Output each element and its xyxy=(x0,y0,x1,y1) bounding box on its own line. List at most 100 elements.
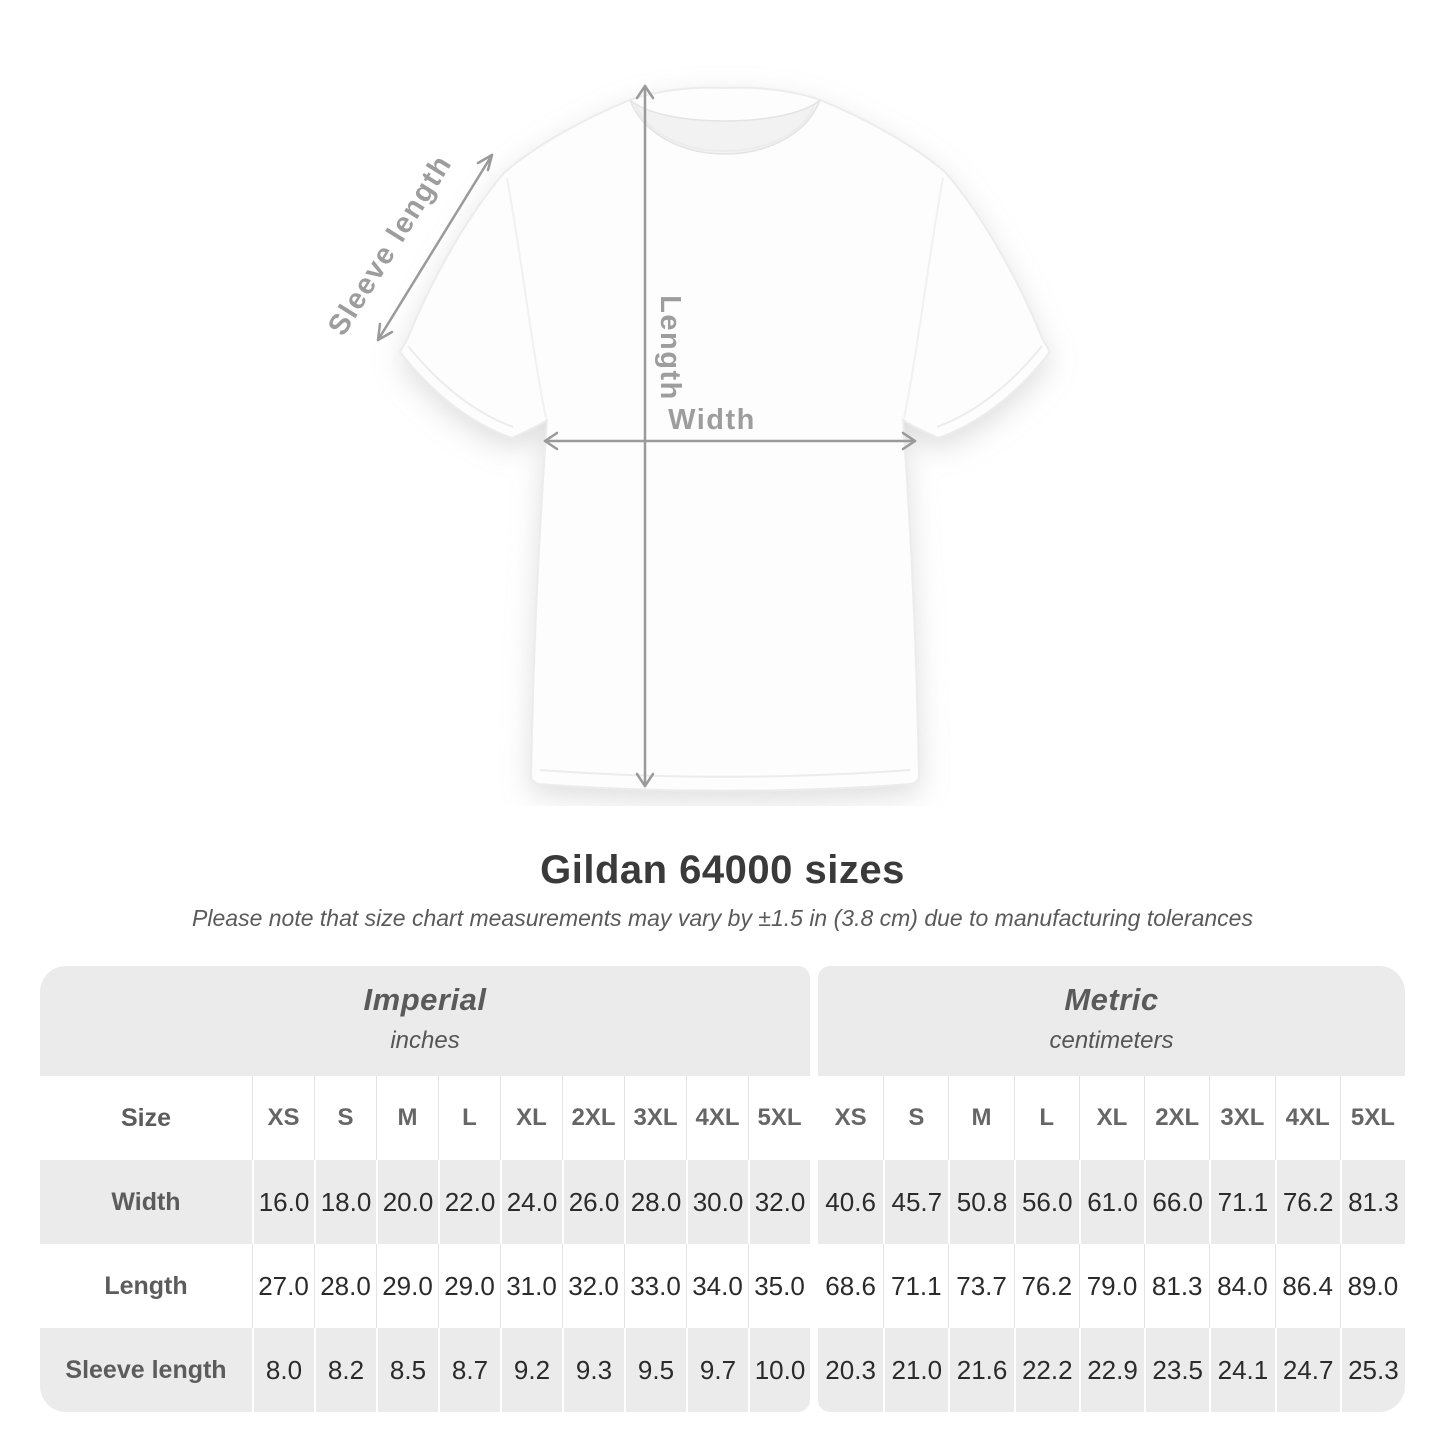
size-col-header: 4XL xyxy=(1274,1076,1340,1160)
metric-value: 50.8 xyxy=(948,1160,1014,1244)
size-col-header: XL xyxy=(500,1076,562,1160)
left-sleeve-hem-seam xyxy=(407,345,514,428)
imperial-group-header: Imperial inches xyxy=(40,966,810,1076)
imperial-value: 16.0 xyxy=(252,1160,314,1244)
imperial-value: 29.0 xyxy=(438,1244,500,1328)
size-col-header: XS xyxy=(818,1076,884,1160)
imperial-value: 8.2 xyxy=(314,1328,376,1412)
metric-value: 66.0 xyxy=(1144,1160,1210,1244)
width-label: Width xyxy=(668,404,756,436)
metric-value: 61.0 xyxy=(1078,1160,1145,1244)
length-arrow xyxy=(635,84,655,788)
metric-value: 79.0 xyxy=(1078,1244,1145,1328)
imperial-value: 9.7 xyxy=(686,1328,748,1412)
metric-value: 71.1 xyxy=(1209,1160,1275,1244)
right-armhole-seam xyxy=(903,177,944,419)
imperial-value: 31.0 xyxy=(500,1244,562,1328)
size-col-header: 4XL xyxy=(686,1076,748,1160)
size-col-header: S xyxy=(883,1076,949,1160)
metric-group-label: Metric xyxy=(1064,981,1159,1017)
row-label: Sleeve length xyxy=(40,1328,252,1412)
imperial-section: Imperial inches Size XS S M L XL 2XL 3XL 4XL 5XL W… xyxy=(40,966,810,1412)
sleeve-length-arrow xyxy=(376,153,494,342)
metric-value: 23.5 xyxy=(1144,1328,1210,1412)
imperial-value: 22.0 xyxy=(438,1160,500,1244)
metric-value: 84.0 xyxy=(1209,1244,1275,1328)
metric-value: 21.6 xyxy=(948,1328,1014,1412)
metric-value: 20.3 xyxy=(818,1328,884,1412)
metric-value: 76.2 xyxy=(1274,1160,1340,1244)
metric-unit-label: centimeters xyxy=(1049,1026,1174,1054)
imperial-value: 9.2 xyxy=(500,1328,562,1412)
size-col-header: XL xyxy=(1078,1076,1145,1160)
page-title: Gildan 64000 sizes xyxy=(540,848,905,892)
imperial-value: 32.0 xyxy=(748,1160,810,1244)
metric-value: 68.6 xyxy=(818,1244,884,1328)
imperial-value: 35.0 xyxy=(748,1244,810,1328)
imperial-value: 34.0 xyxy=(686,1244,748,1328)
metric-value: 22.9 xyxy=(1078,1328,1145,1412)
imperial-value: 9.5 xyxy=(624,1328,686,1412)
size-col-header: 2XL xyxy=(1144,1076,1210,1160)
size-col-header: L xyxy=(438,1076,500,1160)
imperial-value: 8.7 xyxy=(438,1328,500,1412)
imperial-value: 28.0 xyxy=(314,1244,376,1328)
imperial-grid: Size XS S M L XL 2XL 3XL 4XL 5XL Width 16.0 18.0 20.0… xyxy=(40,1076,810,1412)
imperial-value: 26.0 xyxy=(562,1160,624,1244)
row-label: Width xyxy=(40,1160,252,1244)
size-corner-label: Size xyxy=(40,1076,252,1160)
size-col-header: S xyxy=(314,1076,376,1160)
size-chart-table: Imperial inches Size XS S M L XL 2XL 3XL 4XL 5XL W… xyxy=(40,966,1405,1412)
imperial-value: 30.0 xyxy=(686,1160,748,1244)
size-col-header: 2XL xyxy=(562,1076,624,1160)
metric-value: 24.1 xyxy=(1209,1328,1275,1412)
imperial-unit-label: inches xyxy=(390,1026,460,1054)
size-col-header: 3XL xyxy=(624,1076,686,1160)
collar-seam xyxy=(635,105,815,152)
imperial-value: 32.0 xyxy=(562,1244,624,1328)
metric-group-header: Metric centimeters xyxy=(818,966,1405,1076)
bottom-hem-seam xyxy=(539,769,911,778)
metric-value: 56.0 xyxy=(1013,1160,1079,1244)
size-col-header: 5XL xyxy=(748,1076,810,1160)
tshirt-shape xyxy=(398,86,1052,792)
length-label: Length xyxy=(654,295,686,401)
row-label: Length xyxy=(40,1244,252,1328)
imperial-value: 18.0 xyxy=(314,1160,376,1244)
imperial-value: 29.0 xyxy=(376,1244,438,1328)
metric-value: 45.7 xyxy=(883,1160,949,1244)
metric-value: 24.7 xyxy=(1274,1328,1340,1412)
size-col-header: 3XL xyxy=(1209,1076,1275,1160)
imperial-value: 24.0 xyxy=(500,1160,562,1244)
metric-value: 86.4 xyxy=(1274,1244,1340,1328)
imperial-group-label: Imperial xyxy=(363,981,487,1017)
imperial-value: 8.5 xyxy=(376,1328,438,1412)
metric-value: 71.1 xyxy=(883,1244,949,1328)
size-col-header: 5XL xyxy=(1339,1076,1405,1160)
imperial-value: 9.3 xyxy=(562,1328,624,1412)
tolerance-note: Please note that size chart measurements… xyxy=(192,905,1253,931)
metric-section: Metric centimeters XS S M L XL 2XL 3XL 4XL 5XL 40… xyxy=(818,966,1405,1412)
metric-value: 25.3 xyxy=(1339,1328,1405,1412)
size-col-header: L xyxy=(1013,1076,1079,1160)
imperial-value: 20.0 xyxy=(376,1160,438,1244)
metric-value: 81.3 xyxy=(1144,1244,1210,1328)
metric-value: 89.0 xyxy=(1339,1244,1405,1328)
tshirt-illustration: Sleeve length Length Width xyxy=(322,84,1052,792)
left-armhole-seam xyxy=(506,177,547,419)
imperial-value: 8.0 xyxy=(252,1328,314,1412)
metric-value: 21.0 xyxy=(883,1328,949,1412)
size-col-header: XS xyxy=(252,1076,314,1160)
size-col-header: M xyxy=(948,1076,1014,1160)
metric-value: 76.2 xyxy=(1013,1244,1079,1328)
metric-value: 81.3 xyxy=(1339,1160,1405,1244)
width-arrow xyxy=(543,431,917,451)
size-col-header: M xyxy=(376,1076,438,1160)
metric-value: 73.7 xyxy=(948,1244,1014,1328)
imperial-value: 28.0 xyxy=(624,1160,686,1244)
imperial-value: 10.0 xyxy=(748,1328,810,1412)
tshirt-measurement-diagram: Sleeve length Length Width xyxy=(322,84,1052,792)
right-sleeve-hem-seam xyxy=(936,345,1043,428)
imperial-value: 33.0 xyxy=(624,1244,686,1328)
imperial-value: 27.0 xyxy=(252,1244,314,1328)
